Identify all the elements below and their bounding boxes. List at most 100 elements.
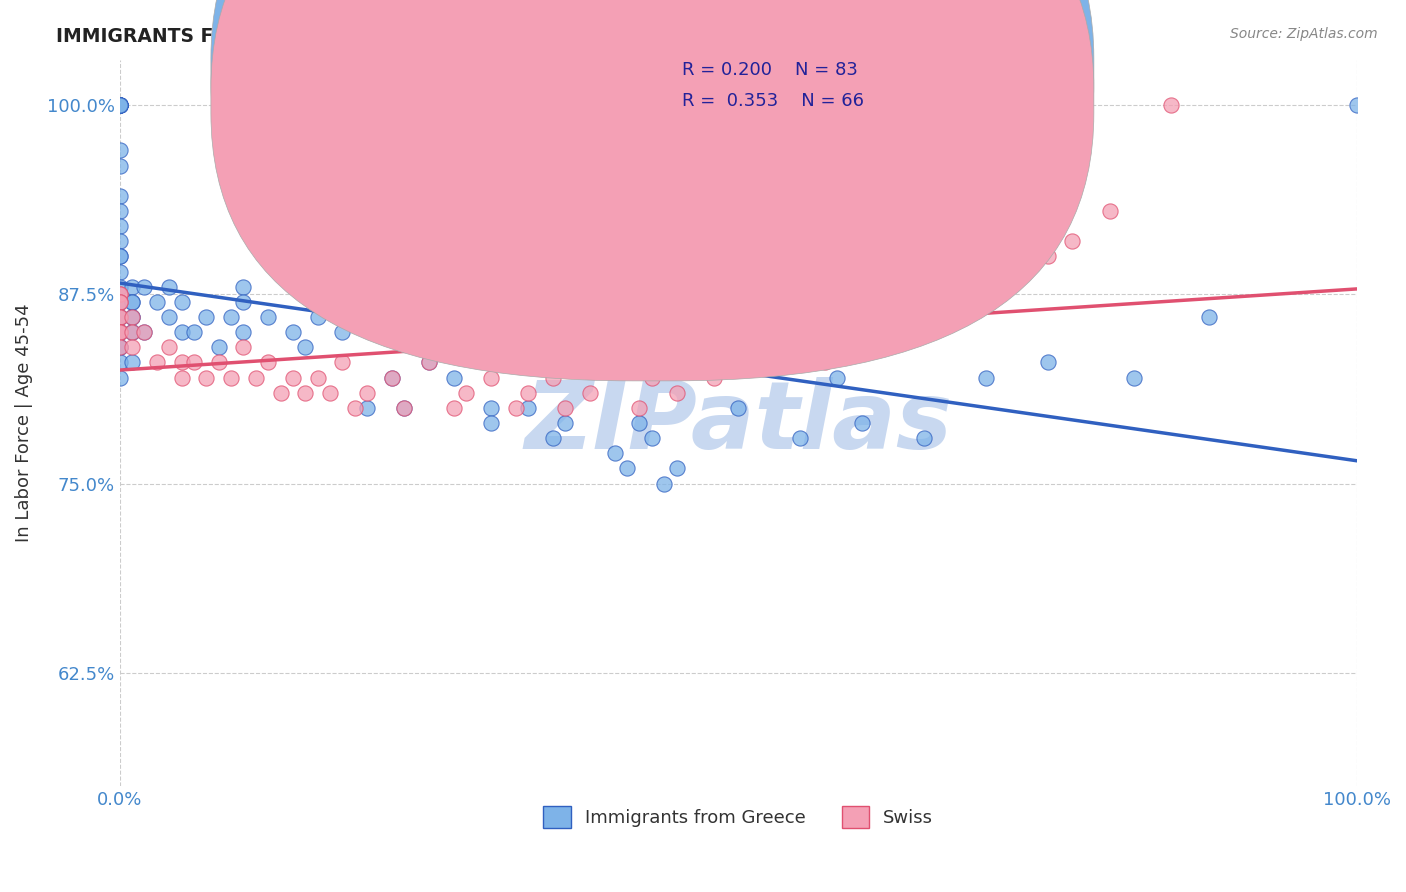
Point — [456, 385, 478, 400]
Point — [245, 370, 267, 384]
Point — [195, 310, 218, 324]
Point — [974, 279, 997, 293]
Point — [814, 355, 837, 369]
Y-axis label: In Labor Force | Age 45-54: In Labor Force | Age 45-54 — [15, 304, 32, 542]
Point — [394, 401, 416, 415]
Point — [628, 401, 651, 415]
Point — [827, 370, 849, 384]
Point — [1160, 98, 1182, 112]
Point — [108, 279, 131, 293]
Point — [789, 431, 811, 445]
Point — [108, 310, 131, 324]
Point — [1098, 204, 1121, 219]
Point — [727, 401, 749, 415]
Point — [912, 431, 935, 445]
Point — [195, 370, 218, 384]
Text: R =  0.353    N = 66: R = 0.353 N = 66 — [682, 92, 863, 110]
Point — [678, 355, 700, 369]
Point — [170, 294, 193, 309]
Point — [517, 401, 540, 415]
Point — [108, 204, 131, 219]
Point — [170, 370, 193, 384]
Point — [232, 294, 254, 309]
Point — [776, 340, 799, 354]
Legend: Immigrants from Greece, Swiss: Immigrants from Greece, Swiss — [536, 799, 941, 836]
Point — [332, 355, 354, 369]
Point — [394, 401, 416, 415]
Point — [108, 219, 131, 234]
Point — [108, 287, 131, 301]
Point — [789, 325, 811, 339]
Point — [108, 340, 131, 354]
Point — [257, 310, 280, 324]
Point — [108, 98, 131, 112]
Point — [108, 144, 131, 158]
Point — [652, 476, 675, 491]
Point — [208, 355, 231, 369]
Point — [257, 355, 280, 369]
Point — [108, 98, 131, 112]
Point — [232, 325, 254, 339]
Point — [1000, 264, 1022, 278]
Point — [108, 98, 131, 112]
Point — [108, 98, 131, 112]
Point — [665, 461, 688, 475]
Point — [554, 401, 576, 415]
Point — [121, 355, 143, 369]
Point — [418, 355, 440, 369]
Point — [157, 340, 180, 354]
Point — [332, 325, 354, 339]
Point — [281, 370, 304, 384]
Point — [1346, 98, 1368, 112]
Point — [505, 401, 527, 415]
Point — [418, 325, 440, 339]
Point — [183, 325, 205, 339]
Point — [121, 294, 143, 309]
Point — [146, 294, 169, 309]
Point — [876, 310, 898, 324]
Point — [479, 370, 502, 384]
Point — [121, 325, 143, 339]
Point — [208, 340, 231, 354]
Point — [157, 279, 180, 293]
Point — [108, 340, 131, 354]
Text: R = 0.200    N = 83: R = 0.200 N = 83 — [682, 62, 858, 79]
Point — [827, 340, 849, 354]
Point — [974, 370, 997, 384]
Point — [183, 355, 205, 369]
Point — [121, 325, 143, 339]
Point — [108, 310, 131, 324]
Point — [108, 340, 131, 354]
Point — [121, 340, 143, 354]
Point — [108, 355, 131, 369]
Point — [108, 98, 131, 112]
Point — [665, 385, 688, 400]
Point — [108, 294, 131, 309]
Point — [108, 310, 131, 324]
Point — [641, 370, 664, 384]
Point — [294, 385, 316, 400]
Point — [307, 370, 329, 384]
Point — [219, 310, 242, 324]
Point — [108, 325, 131, 339]
Point — [479, 416, 502, 430]
Point — [108, 189, 131, 203]
Point — [443, 401, 465, 415]
Point — [603, 355, 626, 369]
Point — [479, 401, 502, 415]
Point — [554, 416, 576, 430]
Point — [541, 431, 564, 445]
Point — [108, 98, 131, 112]
Point — [108, 264, 131, 278]
Point — [219, 370, 242, 384]
Point — [628, 416, 651, 430]
Point — [307, 310, 329, 324]
Point — [319, 385, 342, 400]
Point — [641, 431, 664, 445]
Point — [1062, 235, 1084, 249]
Point — [270, 385, 292, 400]
Point — [356, 401, 378, 415]
Point — [170, 355, 193, 369]
Point — [121, 325, 143, 339]
Point — [108, 370, 131, 384]
